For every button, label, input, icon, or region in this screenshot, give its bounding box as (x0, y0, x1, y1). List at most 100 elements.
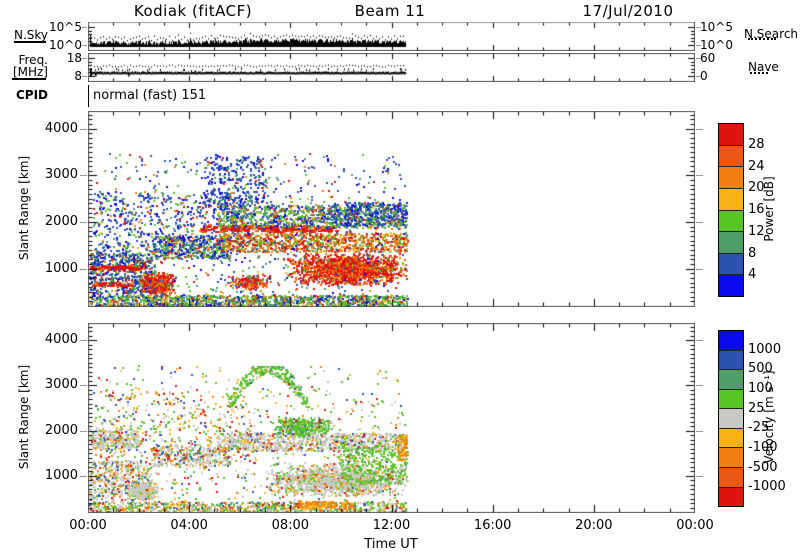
power-panel-canvas (88, 111, 695, 307)
colorbar-segment (719, 231, 743, 253)
tick-stub (82, 58, 87, 59)
nave-label: Nave (748, 60, 779, 74)
tick-stub (696, 431, 703, 432)
x-tick-label: 12:00 (372, 518, 411, 533)
colorbar-segment (719, 388, 743, 409)
colorbar-segment (719, 274, 743, 296)
velocity-colorbar-tick-label: -500 (748, 459, 778, 475)
time-axis-label: Time UT (364, 537, 418, 552)
x-tick-label: 00:00 (69, 518, 107, 533)
colorbar-segment (719, 466, 743, 487)
power-colorbar-tick-label: 24 (748, 158, 765, 174)
velocity-panel-canvas (88, 323, 695, 513)
velocity-colorbar-tick-label: -100 (748, 440, 778, 455)
tick-stub (696, 222, 703, 223)
colorbar-segment (719, 252, 743, 275)
velocity-colorbar-tick-label: 100 (748, 381, 773, 396)
velocity-colorbar-tick-label: 25 (748, 400, 765, 416)
freq-y-tick-label-right: 0 (700, 69, 708, 83)
freq-label-line1: Freq. (18, 53, 48, 67)
noise-y-tick-label-right: 10^5 (700, 20, 733, 34)
power-colorbar-tick-label: 20 (748, 180, 765, 196)
power-colorbar-tick-label: 4 (748, 267, 757, 283)
page-title: Kodiak (fitACF) (133, 2, 253, 20)
power-yaxis-label: Slant Range [km] (17, 155, 31, 261)
tick-stub (80, 269, 87, 270)
solid-line-key (14, 41, 46, 43)
noise-panel-canvas (88, 22, 695, 51)
freq-y-tick-label-right: 60 (700, 51, 716, 65)
cpid-label: CPID (15, 88, 48, 102)
tick-stub (80, 222, 87, 223)
x-tick-label: 00:00 (676, 518, 714, 533)
x-tick-label: 20:00 (575, 518, 613, 533)
noise-y-tick-label-left: 10^5 (49, 20, 82, 34)
tick-stub (80, 175, 87, 176)
colorbar-segment (719, 144, 743, 167)
power-colorbar-tick-label: 28 (748, 136, 765, 152)
tick-stub (696, 476, 703, 477)
noise-search-label: N.Search (744, 27, 799, 41)
tick-stub (696, 27, 701, 28)
velocity-colorbar-tick-label: -25 (748, 420, 770, 436)
tick-stub (80, 476, 87, 477)
dotted-line-key (748, 38, 776, 40)
colorbar-segment (719, 349, 743, 370)
velocity-colorbar-tick-label: 500 (748, 361, 773, 377)
tick-stub (696, 58, 701, 59)
date-label: 17/Jul/2010 (582, 2, 674, 20)
tick-stub (696, 129, 703, 130)
colorbar-segment (719, 447, 743, 467)
x-tick-label: 08:00 (271, 518, 310, 533)
tick-stub (696, 269, 703, 270)
power-colorbar-tick-label: 12 (748, 223, 765, 239)
tick-stub (82, 27, 87, 28)
noise-y-tick-label-right: 10^0 (700, 38, 733, 52)
x-tick-label: 04:00 (170, 518, 208, 533)
cpid-value: normal (fast) 151 (93, 88, 207, 103)
colorbar-segment (719, 408, 743, 428)
velocity-y-tick-label: 3000 (44, 377, 78, 393)
beam-label: Beam 11 (354, 2, 426, 20)
tick-stub (80, 385, 87, 386)
power-colorbar-tick-label: 8 (748, 245, 757, 261)
power-colorbar (718, 123, 744, 297)
tick-stub (696, 175, 703, 176)
dotted-line-key (750, 72, 768, 74)
freq-y-tick-label-left: 18 (66, 51, 82, 65)
colorbar-segment (719, 486, 743, 507)
colorbar-segment (719, 187, 743, 210)
noise-y-tick-label-left: 10^0 (49, 38, 82, 52)
tick-stub (82, 76, 87, 77)
solid-line-key (12, 78, 46, 80)
velocity-colorbar-tick-label: 1000 (748, 341, 782, 357)
colorbar-segment (719, 331, 743, 350)
x-tick-label: 16:00 (473, 518, 512, 533)
power-colorbar-tick-label: 16 (748, 202, 765, 217)
velocity-yaxis-label: Slant Range [km] (17, 364, 31, 470)
power-y-tick-label: 3000 (44, 167, 78, 183)
tick-stub (696, 45, 701, 46)
tick-stub (696, 385, 703, 386)
velocity-colorbar-tick-label: -1000 (748, 479, 786, 495)
tick-stub (82, 45, 87, 46)
tick-stub (80, 129, 87, 130)
cpid-axis-stub (88, 85, 89, 107)
tick-stub (80, 431, 87, 432)
frequency-panel-canvas (88, 53, 695, 82)
power-y-tick-label: 1000 (44, 260, 78, 276)
freq-label-line2: [MHz] (12, 65, 48, 79)
colorbar-segment (719, 209, 743, 232)
colorbar-segment (719, 124, 743, 145)
noise-sky-label: N.Sky (13, 28, 48, 42)
colorbar-segment (719, 427, 743, 448)
power-y-tick-label: 2000 (44, 214, 78, 230)
velocity-y-tick-label: 2000 (44, 422, 78, 438)
colorbar-segment (719, 166, 743, 188)
velocity-y-tick-label: 1000 (44, 467, 78, 483)
tick-stub (696, 76, 701, 77)
power-y-tick-label: 4000 (44, 120, 78, 136)
velocity-colorbar (718, 330, 744, 507)
tick-stub (696, 340, 703, 341)
